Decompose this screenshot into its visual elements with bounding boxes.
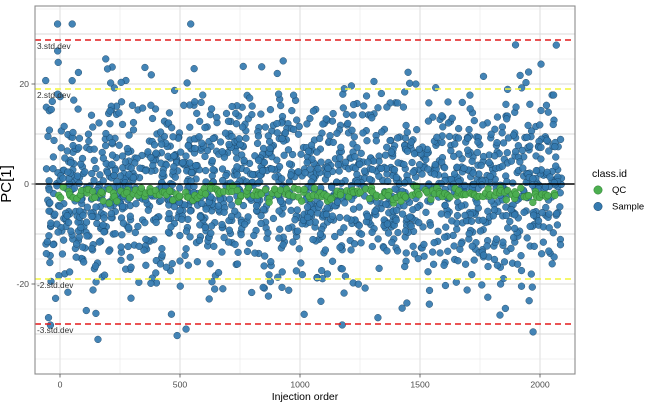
svg-text:-20: -20 <box>16 279 29 289</box>
svg-text:-2.std.dev: -2.std.dev <box>37 280 74 290</box>
svg-text:1000: 1000 <box>290 380 309 390</box>
svg-text:-3.std.dev: -3.std.dev <box>37 325 74 335</box>
svg-text:Sample: Sample <box>612 202 644 213</box>
svg-text:0: 0 <box>58 380 63 390</box>
svg-text:1500: 1500 <box>410 380 429 390</box>
svg-text:2.std.dev: 2.std.dev <box>37 90 72 100</box>
svg-text:3.std.dev: 3.std.dev <box>37 41 72 51</box>
svg-text:Injection order: Injection order <box>272 391 339 403</box>
svg-text:QC: QC <box>612 185 626 196</box>
svg-text:PC[1]: PC[1] <box>0 165 15 203</box>
svg-text:500: 500 <box>173 380 188 390</box>
svg-text:class.id: class.id <box>592 168 627 180</box>
svg-text:0: 0 <box>24 179 29 189</box>
svg-text:20: 20 <box>19 79 29 89</box>
svg-text:2000: 2000 <box>530 380 549 390</box>
